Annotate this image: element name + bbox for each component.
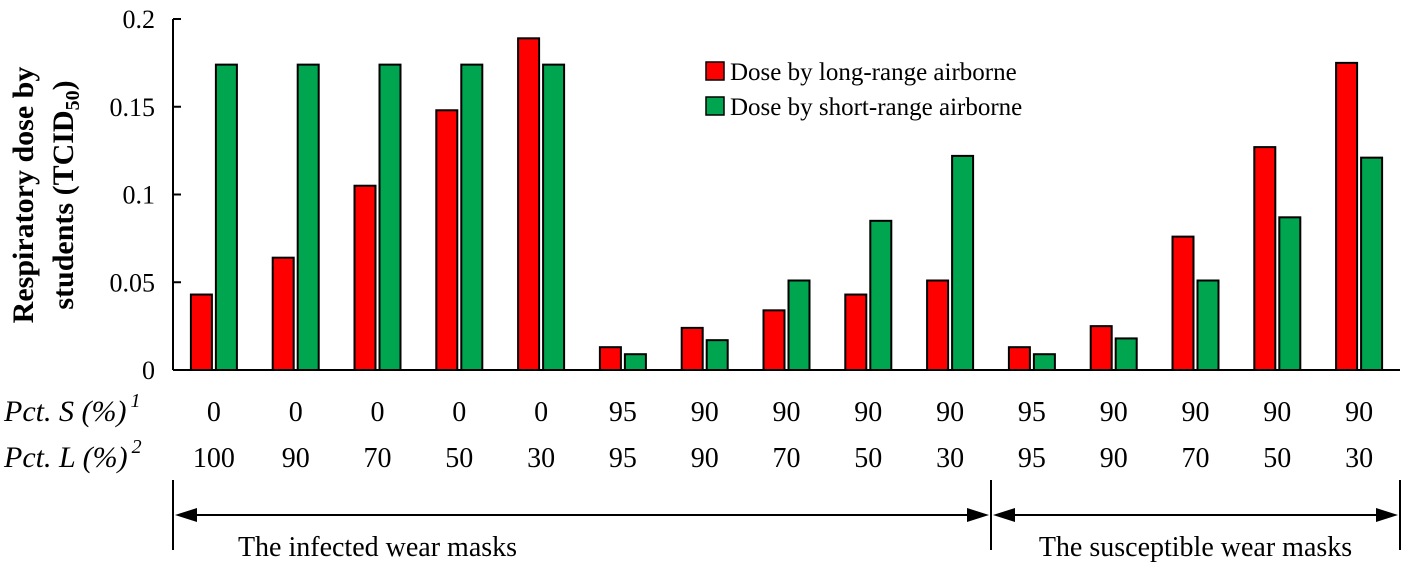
legend-label-short-range: Dose by short-range airborne bbox=[730, 94, 1022, 121]
row1-footnote: 1 bbox=[130, 390, 140, 412]
row2-value: 70 bbox=[773, 443, 801, 474]
bar-short-range bbox=[542, 63, 566, 371]
y-axis-title-line2-suffix: ) bbox=[47, 80, 80, 90]
group-brackets: The infected wear masks The susceptible w… bbox=[172, 480, 1401, 563]
bar-long-range bbox=[1253, 146, 1277, 371]
bar-short-range bbox=[378, 63, 402, 371]
infected-bracket-arrowhead-left bbox=[175, 508, 197, 522]
bar-short-range bbox=[214, 63, 238, 371]
row1-value: 95 bbox=[609, 397, 637, 428]
y-axis: 0 0.05 0.1 0.15 0.2 bbox=[110, 5, 181, 385]
row2-value: 95 bbox=[1018, 443, 1046, 474]
row1-value: 95 bbox=[1018, 397, 1046, 428]
group-label-infected: The infected wear masks bbox=[238, 532, 517, 563]
row1-value: 0 bbox=[207, 397, 221, 428]
bar-short-range bbox=[951, 154, 975, 371]
legend-swatch-long-range bbox=[705, 61, 725, 81]
bar-short-range bbox=[787, 279, 811, 371]
category-rows: 0 0 0 0 0 95 90 90 90 90 95 90 90 90 90 100 90 70 50 30 95 90… bbox=[193, 397, 1373, 474]
row2-label-text: Pct. L (%) bbox=[3, 441, 128, 474]
row2-value: 70 bbox=[1182, 443, 1210, 474]
y-axis-title-line2-sub: 50 bbox=[62, 90, 84, 110]
infected-bracket-arrowhead-right bbox=[967, 508, 989, 522]
row1-label: Pct. S (%) 1 bbox=[3, 390, 140, 428]
y-axis-title-line2: students (TCID50) bbox=[47, 80, 84, 309]
y-tick-label: 0.1 bbox=[123, 181, 156, 210]
bar-short-range bbox=[1278, 216, 1302, 371]
row1-value: 0 bbox=[289, 397, 303, 428]
row1-value: 90 bbox=[691, 397, 719, 428]
bar-long-range bbox=[680, 326, 704, 372]
row1-value: 90 bbox=[936, 397, 964, 428]
bar-long-range bbox=[1089, 325, 1113, 371]
legend-label-long-range: Dose by long-range airborne bbox=[730, 59, 1017, 86]
bar-short-range bbox=[1196, 279, 1220, 371]
bar-long-range bbox=[517, 37, 541, 372]
bar-short-range bbox=[705, 339, 729, 372]
bar-short-range bbox=[296, 63, 320, 371]
bar-long-range bbox=[353, 184, 377, 371]
row2-value: 30 bbox=[527, 443, 555, 474]
group-label-susceptible: The susceptible wear masks bbox=[1039, 532, 1352, 563]
row1-value: 90 bbox=[1182, 397, 1210, 428]
bar-long-range bbox=[271, 256, 295, 371]
row2-value: 30 bbox=[936, 443, 964, 474]
row1-value: 0 bbox=[371, 397, 385, 428]
row2-value: 90 bbox=[1100, 443, 1128, 474]
row2-value: 50 bbox=[854, 443, 882, 474]
row1-value: 0 bbox=[534, 397, 548, 428]
bar-short-range bbox=[623, 353, 647, 371]
susceptible-bracket-arrowhead-right bbox=[1376, 508, 1398, 522]
bars bbox=[189, 37, 1384, 372]
bar-short-range bbox=[460, 63, 484, 371]
y-tick-label: 0.2 bbox=[123, 5, 156, 34]
bar-long-range bbox=[435, 109, 459, 371]
row2-value: 95 bbox=[609, 443, 637, 474]
susceptible-bracket-arrowhead-left bbox=[993, 508, 1015, 522]
row2-value: 70 bbox=[364, 443, 392, 474]
row2-label: Pct. L (%) 2 bbox=[3, 436, 142, 474]
bar-long-range bbox=[598, 346, 622, 371]
bar-short-range bbox=[1360, 156, 1384, 371]
legend-swatch-short-range bbox=[705, 96, 725, 116]
row2-value: 100 bbox=[193, 443, 235, 474]
bar-long-range bbox=[1171, 235, 1195, 371]
bar-short-range bbox=[1114, 337, 1138, 372]
y-axis-title-line1: Respiratory dose by bbox=[7, 67, 40, 324]
legend: Dose by long-range airborne Dose by shor… bbox=[705, 59, 1022, 121]
bar-long-range bbox=[1007, 346, 1031, 371]
row2-value: 30 bbox=[1345, 443, 1373, 474]
bar-long-range bbox=[844, 293, 868, 371]
y-tick-label: 0.15 bbox=[110, 93, 156, 122]
y-tick-label: 0.05 bbox=[110, 268, 156, 297]
y-tick-label: 0 bbox=[142, 356, 155, 385]
row2-value: 50 bbox=[445, 443, 473, 474]
row2-value: 90 bbox=[282, 443, 310, 474]
row1-label-text: Pct. S (%) bbox=[3, 395, 126, 428]
bar-short-range bbox=[869, 219, 893, 371]
bar-long-range bbox=[189, 293, 213, 371]
row1-value: 90 bbox=[773, 397, 801, 428]
row2-footnote: 2 bbox=[132, 436, 142, 458]
row1-value: 90 bbox=[1345, 397, 1373, 428]
bar-long-range bbox=[762, 309, 786, 371]
bar-short-range bbox=[1032, 353, 1056, 371]
bar-long-range bbox=[926, 279, 950, 371]
row1-value: 90 bbox=[1100, 397, 1128, 428]
y-axis-title-line2-prefix: students (TCID bbox=[47, 110, 80, 309]
row1-value: 0 bbox=[452, 397, 466, 428]
row2-value: 90 bbox=[691, 443, 719, 474]
row1-value: 90 bbox=[1263, 397, 1291, 428]
row1-value: 90 bbox=[854, 397, 882, 428]
row2-value: 50 bbox=[1263, 443, 1291, 474]
bar-long-range bbox=[1335, 61, 1359, 371]
